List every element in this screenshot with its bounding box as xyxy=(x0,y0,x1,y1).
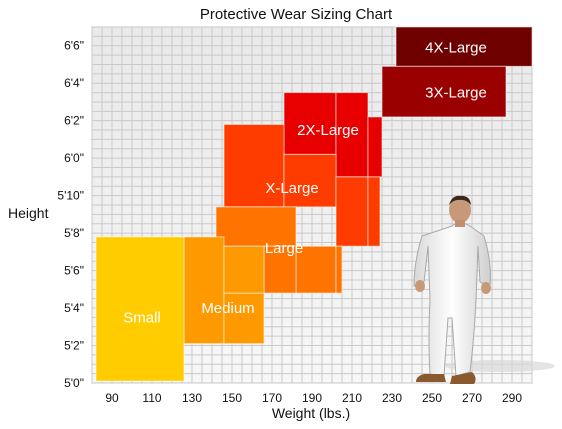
size-block xyxy=(395,26,533,67)
x-tick-label: 110 xyxy=(142,391,161,405)
size-block xyxy=(295,245,337,294)
size-region-3x-large: 3X-Large xyxy=(381,65,507,118)
size-region-4x-large: 4X-Large xyxy=(395,26,533,67)
model-photo xyxy=(413,195,555,384)
left-hand xyxy=(415,280,425,292)
y-axis-ticks: 5'0" 5'2" 5'4" 5'6" 5'8" 5'10" 6'0" 6'2" 6'4" 6'6… xyxy=(57,39,84,390)
size-block xyxy=(335,176,369,247)
x-tick-label: 230 xyxy=(382,391,402,405)
x-tick-label: 270 xyxy=(462,391,482,405)
left-shoe xyxy=(416,374,446,382)
size-block xyxy=(223,123,285,208)
x-tick-label: 150 xyxy=(222,391,242,405)
size-block xyxy=(215,206,297,247)
y-tick-label: 5'6" xyxy=(64,264,84,278)
right-shoe xyxy=(450,372,476,384)
right-hand xyxy=(481,282,491,294)
shadow xyxy=(445,360,555,372)
y-tick-label: 6'4" xyxy=(64,76,84,90)
y-tick-label: 6'0" xyxy=(64,151,84,165)
size-block xyxy=(95,236,185,382)
chart-title: Protective Wear Sizing Chart xyxy=(200,6,393,23)
y-tick-label: 5'0" xyxy=(64,376,84,390)
size-label: 2X-Large xyxy=(297,122,359,139)
y-tick-label: 6'2" xyxy=(64,114,84,128)
size-label: 3X-Large xyxy=(425,85,487,102)
size-block xyxy=(223,292,265,345)
neck xyxy=(455,220,465,227)
size-block xyxy=(183,236,225,345)
size-region-2x-large: 2X-Large xyxy=(283,92,383,178)
hair xyxy=(449,195,471,205)
size-label: 4X-Large xyxy=(425,40,487,57)
y-tick-label: 5'4" xyxy=(64,301,84,315)
x-axis-label: Weight (lbs.) xyxy=(272,405,350,421)
size-label: Medium xyxy=(201,300,254,317)
y-tick-label: 6'6" xyxy=(64,39,84,53)
x-tick-label: 90 xyxy=(105,391,119,405)
x-tick-label: 290 xyxy=(502,391,522,405)
x-tick-label: 170 xyxy=(262,391,282,405)
head xyxy=(449,197,471,223)
size-regions: 4X-Large 3X-Large 2X-Large X-Large Large Medi… xyxy=(95,26,533,382)
x-axis-ticks: 90 110 130 150 170 190 210 230 250 270 290 xyxy=(105,391,522,405)
size-region-small: Small xyxy=(95,236,185,382)
size-region-x-large: X-Large xyxy=(223,123,381,247)
size-block xyxy=(381,65,507,118)
x-tick-label: 210 xyxy=(342,391,362,405)
x-tick-label: 190 xyxy=(302,391,322,405)
size-block xyxy=(367,116,383,178)
x-tick-label: 250 xyxy=(422,391,442,405)
x-tick-label: 130 xyxy=(182,391,202,405)
y-tick-label: 5'10" xyxy=(57,189,84,203)
size-label: Small xyxy=(123,309,161,326)
size-block xyxy=(223,245,265,294)
size-label: X-Large xyxy=(265,180,318,197)
suit-body xyxy=(413,222,491,377)
size-label: Large xyxy=(265,240,303,257)
size-block xyxy=(367,176,381,247)
y-axis-label: Height xyxy=(8,205,49,221)
y-tick-label: 5'8" xyxy=(64,226,84,240)
y-tick-label: 5'2" xyxy=(64,339,84,353)
size-region-medium: Medium xyxy=(183,236,265,345)
size-region-large: Large xyxy=(215,206,343,294)
size-block xyxy=(263,245,297,294)
size-block xyxy=(335,245,343,294)
size-block xyxy=(283,153,337,208)
